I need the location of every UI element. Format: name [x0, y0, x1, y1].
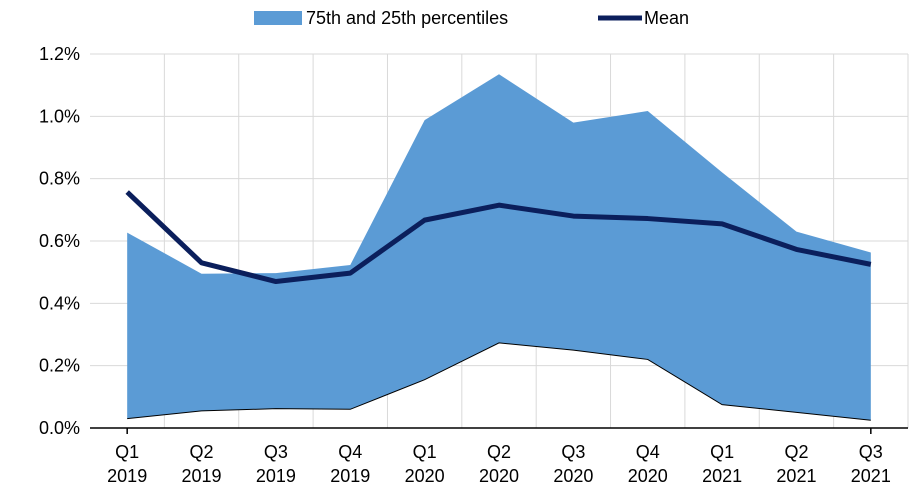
- y-tick-label: 0.8%: [39, 169, 80, 189]
- y-tick-label: 1.2%: [39, 44, 80, 64]
- x-axis: Q1 2019 Q2 2019 Q3 2019 Q4 2019 Q1 2020 Q2 2020 Q3 20…: [90, 427, 908, 486]
- y-tick-label: 0.4%: [39, 293, 80, 313]
- x-tick-label: Q4 2019: [330, 442, 370, 486]
- y-tick-label: 0.2%: [39, 356, 80, 376]
- y-axis: 0.0% 0.2% 0.4% 0.6% 0.8% 1.0% 1.2%: [39, 44, 80, 438]
- percentile-band-area: [127, 74, 871, 421]
- x-tick-label: Q3 2019: [256, 442, 296, 486]
- legend-label-band: 75th and 25th percentiles: [306, 8, 508, 28]
- x-tick-label: Q3 2021: [851, 442, 891, 486]
- percentile-band-lower-edge: [127, 342, 871, 421]
- plot-area: [125, 74, 872, 421]
- legend-label-mean: Mean: [644, 8, 689, 28]
- y-tick-label: 0.0%: [39, 418, 80, 438]
- y-tick-label: 0.6%: [39, 231, 80, 251]
- x-tick-label: Q2 2021: [776, 442, 816, 486]
- legend: 75th and 25th percentiles Mean: [254, 8, 689, 28]
- x-tick-label: Q4 2020: [628, 442, 668, 486]
- x-tick-label: Q1 2021: [702, 442, 742, 486]
- x-tick-label: Q2 2019: [182, 442, 222, 486]
- x-tick-label: Q1 2020: [405, 442, 445, 486]
- y-tick-label: 1.0%: [39, 106, 80, 126]
- mean-line: [125, 190, 872, 285]
- x-tick-label: Q3 2020: [553, 442, 593, 486]
- legend-swatch-band: [254, 11, 302, 25]
- x-tick-label: Q2 2020: [479, 442, 519, 486]
- x-tick-label: Q1 2019: [107, 442, 147, 486]
